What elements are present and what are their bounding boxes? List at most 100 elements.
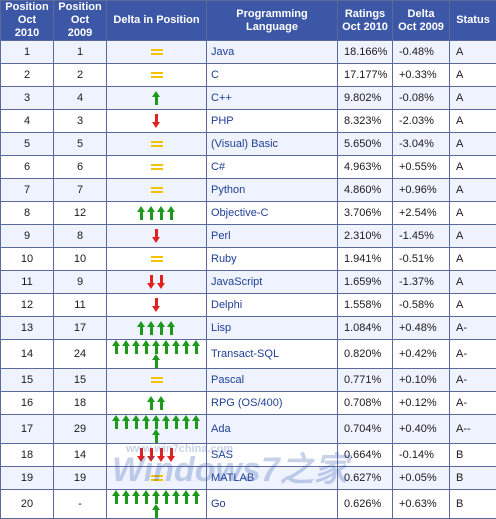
language-link[interactable]: C bbox=[207, 64, 338, 87]
rating-cell: 1.558% bbox=[338, 294, 393, 317]
position-2010-cell: 20 bbox=[1, 490, 54, 519]
header-status[interactable]: Status bbox=[450, 1, 496, 41]
language-link[interactable]: Objective-C bbox=[207, 202, 338, 225]
language-link[interactable]: MATLAB bbox=[207, 467, 338, 490]
position-2010-cell: 9 bbox=[1, 225, 54, 248]
arrow-up-icon bbox=[112, 415, 121, 429]
language-link[interactable]: Ruby bbox=[207, 248, 338, 271]
language-link[interactable]: RPG (OS/400) bbox=[207, 392, 338, 415]
arrow-up-icon bbox=[122, 340, 131, 354]
arrow-down-icon bbox=[137, 448, 146, 462]
position-2009-cell: 10 bbox=[54, 248, 107, 271]
rating-cell: 8.323% bbox=[338, 110, 393, 133]
arrow-up-icon bbox=[112, 340, 121, 354]
language-link[interactable]: Transact-SQL bbox=[207, 340, 338, 369]
language-link[interactable]: C++ bbox=[207, 87, 338, 110]
status-cell: B bbox=[450, 467, 496, 490]
delta-position-cell bbox=[107, 225, 207, 248]
rating-cell: 9.802% bbox=[338, 87, 393, 110]
arrow-up-icon bbox=[122, 415, 131, 429]
delta-position-cell bbox=[107, 202, 207, 225]
header-delta-position[interactable]: Delta in Position bbox=[107, 1, 207, 41]
delta-cell: +0.10% bbox=[393, 369, 450, 392]
equal-icon bbox=[151, 71, 163, 79]
language-link[interactable]: Lisp bbox=[207, 317, 338, 340]
delta-position-cell bbox=[107, 444, 207, 467]
position-2010-cell: 1 bbox=[1, 41, 54, 64]
delta-cell: +0.55% bbox=[393, 156, 450, 179]
delta-position-cell bbox=[107, 415, 207, 444]
arrow-down-icon bbox=[152, 114, 161, 128]
arrow-down-icon bbox=[147, 275, 156, 289]
status-cell: A- bbox=[450, 340, 496, 369]
equal-icon bbox=[151, 140, 163, 148]
delta-position-cell bbox=[107, 248, 207, 271]
arrow-up-icon bbox=[142, 415, 151, 429]
arrow-up-icon bbox=[152, 354, 161, 368]
delta-cell: -0.58% bbox=[393, 294, 450, 317]
rating-cell: 5.650% bbox=[338, 133, 393, 156]
language-link[interactable]: Java bbox=[207, 41, 338, 64]
position-2009-cell: 11 bbox=[54, 294, 107, 317]
language-link[interactable]: Perl bbox=[207, 225, 338, 248]
language-link[interactable]: PHP bbox=[207, 110, 338, 133]
arrow-up-icon bbox=[157, 206, 166, 220]
delta-cell: +0.33% bbox=[393, 64, 450, 87]
delta-cell: -0.51% bbox=[393, 248, 450, 271]
status-cell: A- bbox=[450, 369, 496, 392]
position-2009-cell: 8 bbox=[54, 225, 107, 248]
position-2009-cell: 9 bbox=[54, 271, 107, 294]
arrow-down-icon bbox=[152, 298, 161, 312]
rating-cell: 1.084% bbox=[338, 317, 393, 340]
arrow-up-icon bbox=[152, 429, 161, 443]
position-2010-cell: 15 bbox=[1, 369, 54, 392]
header-language[interactable]: Programming Language bbox=[207, 1, 338, 41]
arrow-up-icon bbox=[172, 490, 181, 504]
status-cell: A bbox=[450, 110, 496, 133]
language-link[interactable]: Python bbox=[207, 179, 338, 202]
arrow-up-icon bbox=[152, 490, 161, 504]
status-cell: A bbox=[450, 225, 496, 248]
language-link[interactable]: Delphi bbox=[207, 294, 338, 317]
delta-cell: -3.04% bbox=[393, 133, 450, 156]
language-link[interactable]: Ada bbox=[207, 415, 338, 444]
status-cell: A bbox=[450, 41, 496, 64]
arrow-up-icon bbox=[147, 206, 156, 220]
arrow-up-icon bbox=[167, 206, 176, 220]
status-cell: A- bbox=[450, 392, 496, 415]
status-cell: A bbox=[450, 294, 496, 317]
language-link[interactable]: SAS bbox=[207, 444, 338, 467]
delta-position-cell bbox=[107, 317, 207, 340]
language-link[interactable]: Go bbox=[207, 490, 338, 519]
position-2010-cell: 8 bbox=[1, 202, 54, 225]
arrow-up-icon bbox=[182, 340, 191, 354]
position-2010-cell: 7 bbox=[1, 179, 54, 202]
language-link[interactable]: JavaScript bbox=[207, 271, 338, 294]
arrow-up-icon bbox=[192, 415, 201, 429]
delta-cell: -0.14% bbox=[393, 444, 450, 467]
arrow-up-icon bbox=[152, 340, 161, 354]
arrow-up-icon bbox=[132, 340, 141, 354]
arrow-down-icon bbox=[157, 275, 166, 289]
status-cell: A bbox=[450, 248, 496, 271]
arrow-up-icon bbox=[182, 415, 191, 429]
arrow-up-icon bbox=[132, 490, 141, 504]
language-link[interactable]: Pascal bbox=[207, 369, 338, 392]
position-2010-cell: 11 bbox=[1, 271, 54, 294]
delta-position-cell bbox=[107, 490, 207, 519]
position-2009-cell: 29 bbox=[54, 415, 107, 444]
arrow-up-icon bbox=[152, 504, 161, 518]
language-link[interactable]: C# bbox=[207, 156, 338, 179]
language-link[interactable]: (Visual) Basic bbox=[207, 133, 338, 156]
